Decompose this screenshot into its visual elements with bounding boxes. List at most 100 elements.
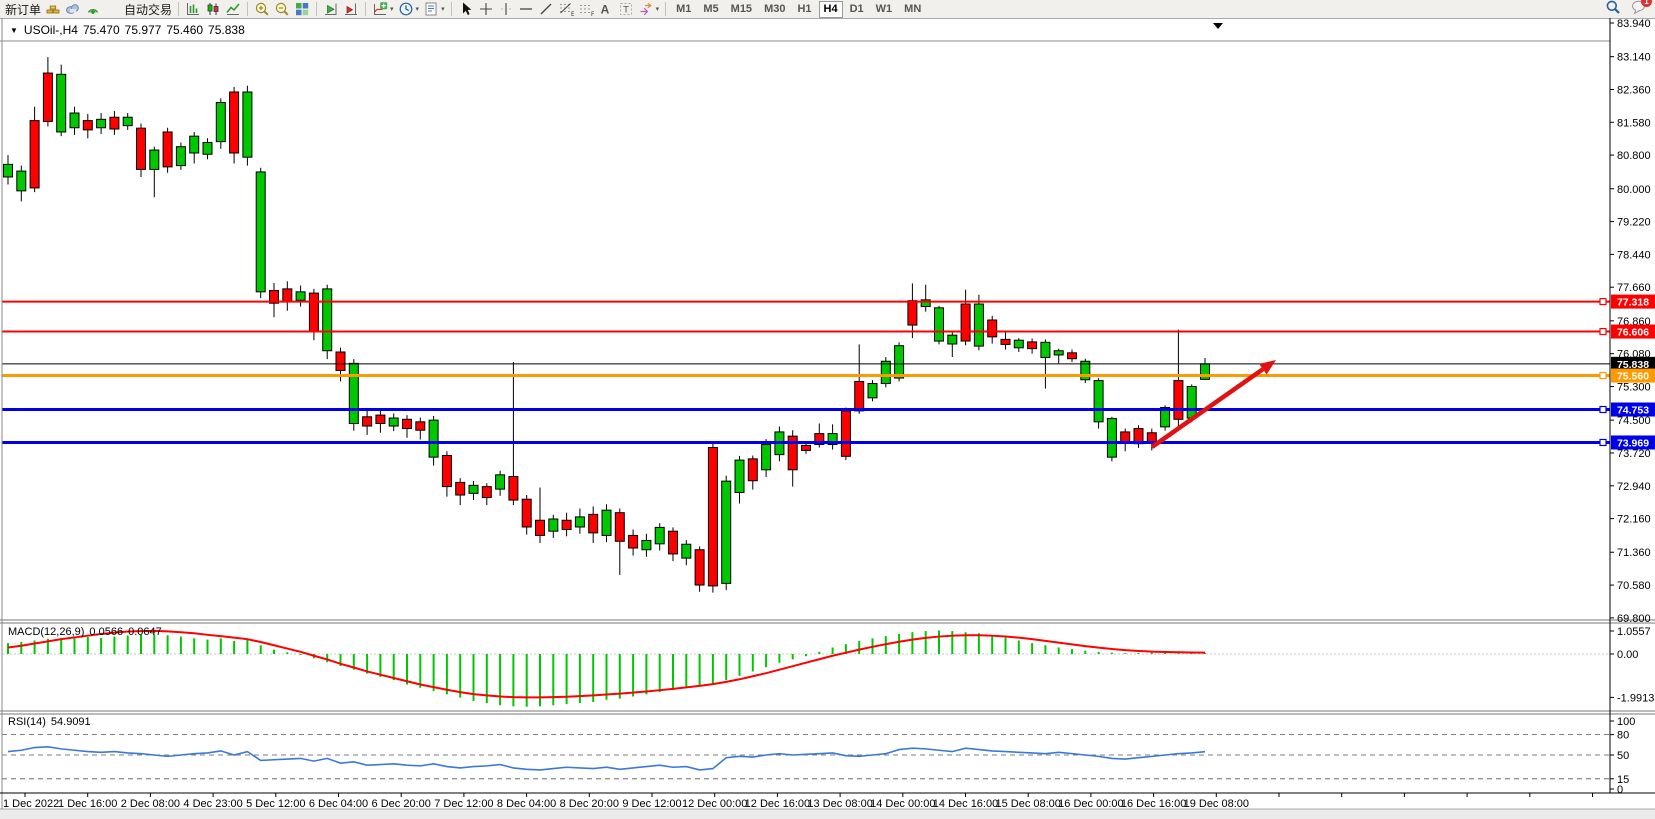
toolbar-button-templates[interactable]: ▾ (421, 1, 447, 18)
toolbar-button-vline[interactable] (496, 1, 516, 18)
toolbar-button-crosshair[interactable] (476, 1, 496, 18)
toolbar-right-group: 1 (1605, 0, 1652, 20)
svg-text:79.220: 79.220 (1617, 217, 1651, 229)
svg-text:77.318: 77.318 (1617, 297, 1649, 309)
timeframe-button-w1[interactable]: W1 (875, 2, 893, 15)
chart-shift-icon (343, 1, 359, 17)
svg-text:16 Dec 16:00: 16 Dec 16:00 (1121, 798, 1186, 810)
toolbar-button-chart-shift[interactable] (341, 1, 361, 18)
notification-badge: 1 (1641, 0, 1652, 7)
svg-text:77.660: 77.660 (1617, 282, 1651, 294)
autotrading-icon (105, 1, 121, 17)
svg-text:81.580: 81.580 (1617, 117, 1651, 129)
ohlc-high: 75.977 (124, 23, 162, 37)
toolbar-button-zoom-in[interactable] (252, 1, 272, 18)
svg-text:19 Dec 08:00: 19 Dec 08:00 (1184, 798, 1249, 810)
svg-text:76.606: 76.606 (1617, 327, 1649, 339)
svg-text:1 Dec 2022: 1 Dec 2022 (3, 798, 59, 810)
timeframe-button-m5[interactable]: M5 (703, 2, 719, 15)
svg-text:A: A (600, 3, 609, 17)
toolbar-button-gold[interactable] (43, 1, 63, 18)
svg-text:80.000: 80.000 (1617, 184, 1651, 196)
timeframe-button-h4[interactable]: H4 (818, 0, 843, 18)
macd-signal-value: 0.0647 (128, 626, 162, 638)
svg-text:1 Dec 16:00: 1 Dec 16:00 (58, 798, 117, 810)
timeframe-button-m30[interactable]: M30 (764, 2, 786, 15)
toolbar-separator (316, 2, 318, 16)
toolbar-separator (178, 2, 180, 16)
svg-text:14 Dec 00:00: 14 Dec 00:00 (870, 798, 935, 810)
svg-text:12 Dec 16:00: 12 Dec 16:00 (745, 798, 810, 810)
auto-scroll-icon (323, 1, 339, 17)
signal-icon (85, 1, 101, 17)
svg-text:E: E (571, 11, 574, 17)
toolbar-button-fibonacci[interactable]: E (556, 1, 576, 18)
toolbar-button-shapes[interactable]: ▾ (636, 1, 662, 18)
toolbar-button-tile-windows[interactable] (292, 1, 312, 18)
toolbar-button-label[interactable]: T (616, 1, 636, 18)
toolbar-button-bar-chart[interactable] (183, 1, 203, 18)
svg-text:14 Dec 16:00: 14 Dec 16:00 (933, 798, 998, 810)
toolbar-separator (247, 2, 249, 16)
toolbar-button-cloud[interactable] (63, 1, 83, 18)
svg-text:100: 100 (1617, 716, 1635, 728)
toolbar-button-hline[interactable] (516, 1, 536, 18)
ohlc-open: 75.470 (82, 23, 120, 37)
timeframe-button-d1[interactable]: D1 (849, 2, 864, 15)
svg-text:75.300: 75.300 (1617, 381, 1651, 393)
toolbar-button-text[interactable]: A (596, 1, 616, 18)
svg-text:75.560: 75.560 (1617, 371, 1649, 383)
svg-text:T: T (623, 5, 629, 16)
toolbar-button-candlestick[interactable] (203, 1, 223, 18)
timeframe-button-m1[interactable]: M1 (676, 2, 692, 15)
candlestick-icon (205, 1, 221, 17)
timeframe-button-mn[interactable]: MN (904, 2, 922, 15)
toolbar-button-trendline[interactable] (536, 1, 556, 18)
toolbar-button-autotrading[interactable]: 自动交易 (103, 1, 174, 18)
autotrading-label: 自动交易 (124, 2, 173, 17)
timeframe-button-h1[interactable]: H1 (797, 2, 812, 15)
svg-text:-1.9913: -1.9913 (1617, 692, 1654, 704)
vline-icon (498, 1, 514, 17)
toolbar-button-auto-scroll[interactable] (321, 1, 341, 18)
search-button[interactable] (1605, 0, 1621, 20)
toolbar-button-new-order[interactable]: 新订单 (3, 1, 43, 18)
toolbar-button-zoom-out[interactable] (272, 1, 292, 18)
toolbar-button-periods[interactable]: ▾ (396, 1, 422, 18)
ohlc-close: 75.838 (208, 23, 245, 37)
main-toolbar: 新订单 自动交易 ▾ ▾ ▾ E F A T ▾ M1 M5 M15 M30 H1 H4 D1 W1 MN 1 (0, 0, 1655, 18)
chevron-down-icon: ▾ (441, 6, 445, 13)
svg-text:13 Dec 08:00: 13 Dec 08:00 (807, 798, 872, 810)
bar-chart-icon (185, 1, 201, 17)
chart-title: ▼ USOil-,H4 75.470 75.977 75.460 75.838 (10, 23, 250, 37)
svg-text:9 Dec 12:00: 9 Dec 12:00 (622, 798, 681, 810)
svg-text:16 Dec 00:00: 16 Dec 00:00 (1058, 798, 1123, 810)
svg-text:78.440: 78.440 (1617, 249, 1651, 261)
chevron-down-icon[interactable]: ▼ (10, 26, 18, 35)
toolbar-button-signal[interactable] (83, 1, 103, 18)
svg-text:80: 80 (1617, 730, 1629, 742)
svg-text:F: F (591, 11, 594, 17)
svg-text:4 Dec 23:00: 4 Dec 23:00 (183, 798, 242, 810)
chevron-down-icon: ▾ (655, 6, 660, 13)
toolbar-button-line-chart[interactable] (223, 1, 243, 18)
svg-text:8 Dec 04:00: 8 Dec 04:00 (497, 798, 556, 810)
svg-text:2 Dec 08:00: 2 Dec 08:00 (121, 798, 180, 810)
chevron-down-icon: ▾ (390, 6, 394, 13)
svg-text:72.940: 72.940 (1617, 481, 1651, 493)
shapes-icon (638, 1, 654, 17)
chat-button[interactable]: 1 (1631, 0, 1652, 20)
toolbar-button-channel[interactable]: F (576, 1, 596, 18)
rsi-indicator-label: RSI(14) 54.9091 (8, 716, 96, 728)
macd-name: MACD(12,26,9) (8, 626, 85, 638)
macd-indicator-label: MACD(12,26,9) 0.0566 0.0647 (8, 626, 167, 638)
periods-icon (398, 1, 414, 17)
toolbar-button-indicators[interactable]: ▾ (370, 1, 396, 18)
toolbar-button-cursor[interactable] (456, 1, 476, 18)
timeframe-button-m15[interactable]: M15 (730, 2, 753, 15)
crosshair-icon (478, 1, 494, 17)
svg-text:80.800: 80.800 (1617, 150, 1651, 162)
zoom-out-icon (274, 1, 290, 17)
